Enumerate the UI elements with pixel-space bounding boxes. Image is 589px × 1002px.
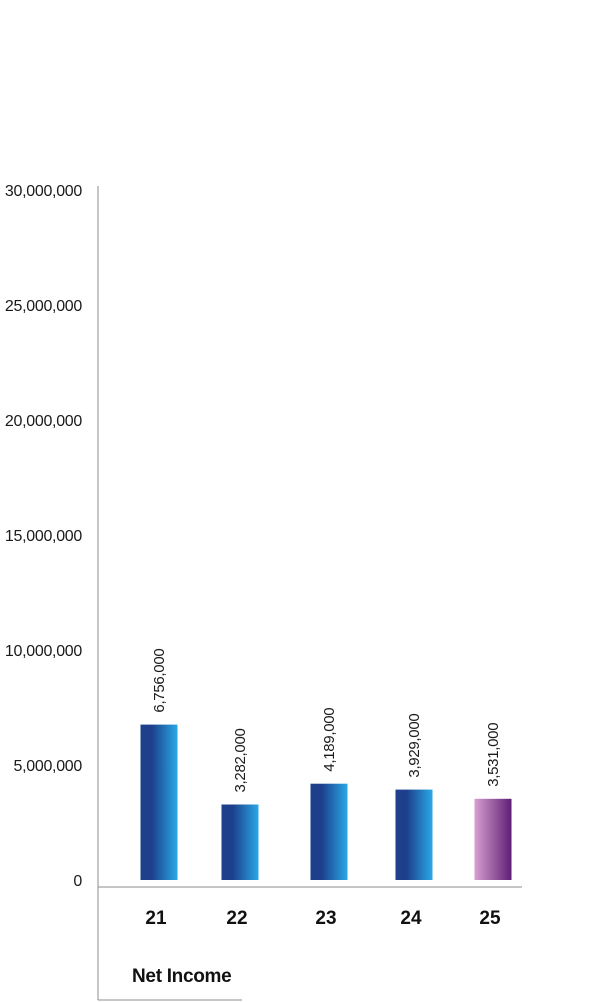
bar-23 (310, 783, 348, 880)
y-tick-label: 15,000,000 (5, 528, 82, 545)
y-tick-label: 0 (73, 873, 82, 890)
data-label-21: 6,756,000 (151, 649, 168, 713)
bar-22 (221, 804, 259, 880)
y-tick-label: 10,000,000 (5, 643, 82, 660)
y-tick-label: 20,000,000 (5, 413, 82, 430)
data-label-22: 3,282,000 (232, 728, 249, 792)
bar-24 (395, 789, 433, 880)
y-tick-label: 30,000,000 (5, 183, 82, 200)
category-label-23: 23 (315, 908, 336, 929)
category-label-21: 21 (145, 908, 167, 929)
y-tick-label: 5,000,000 (14, 758, 83, 775)
bar-25 (474, 798, 512, 880)
chart-caption: Net Income (132, 966, 231, 987)
category-label-25: 25 (479, 908, 501, 929)
bar-21 (140, 724, 178, 880)
category-label-22: 22 (226, 908, 247, 929)
data-label-25: 3,531,000 (485, 723, 502, 787)
y-tick-label: 25,000,000 (5, 298, 82, 315)
data-label-24: 3,929,000 (406, 714, 423, 778)
data-label-23: 4,189,000 (321, 708, 338, 772)
category-label-24: 24 (400, 908, 422, 929)
